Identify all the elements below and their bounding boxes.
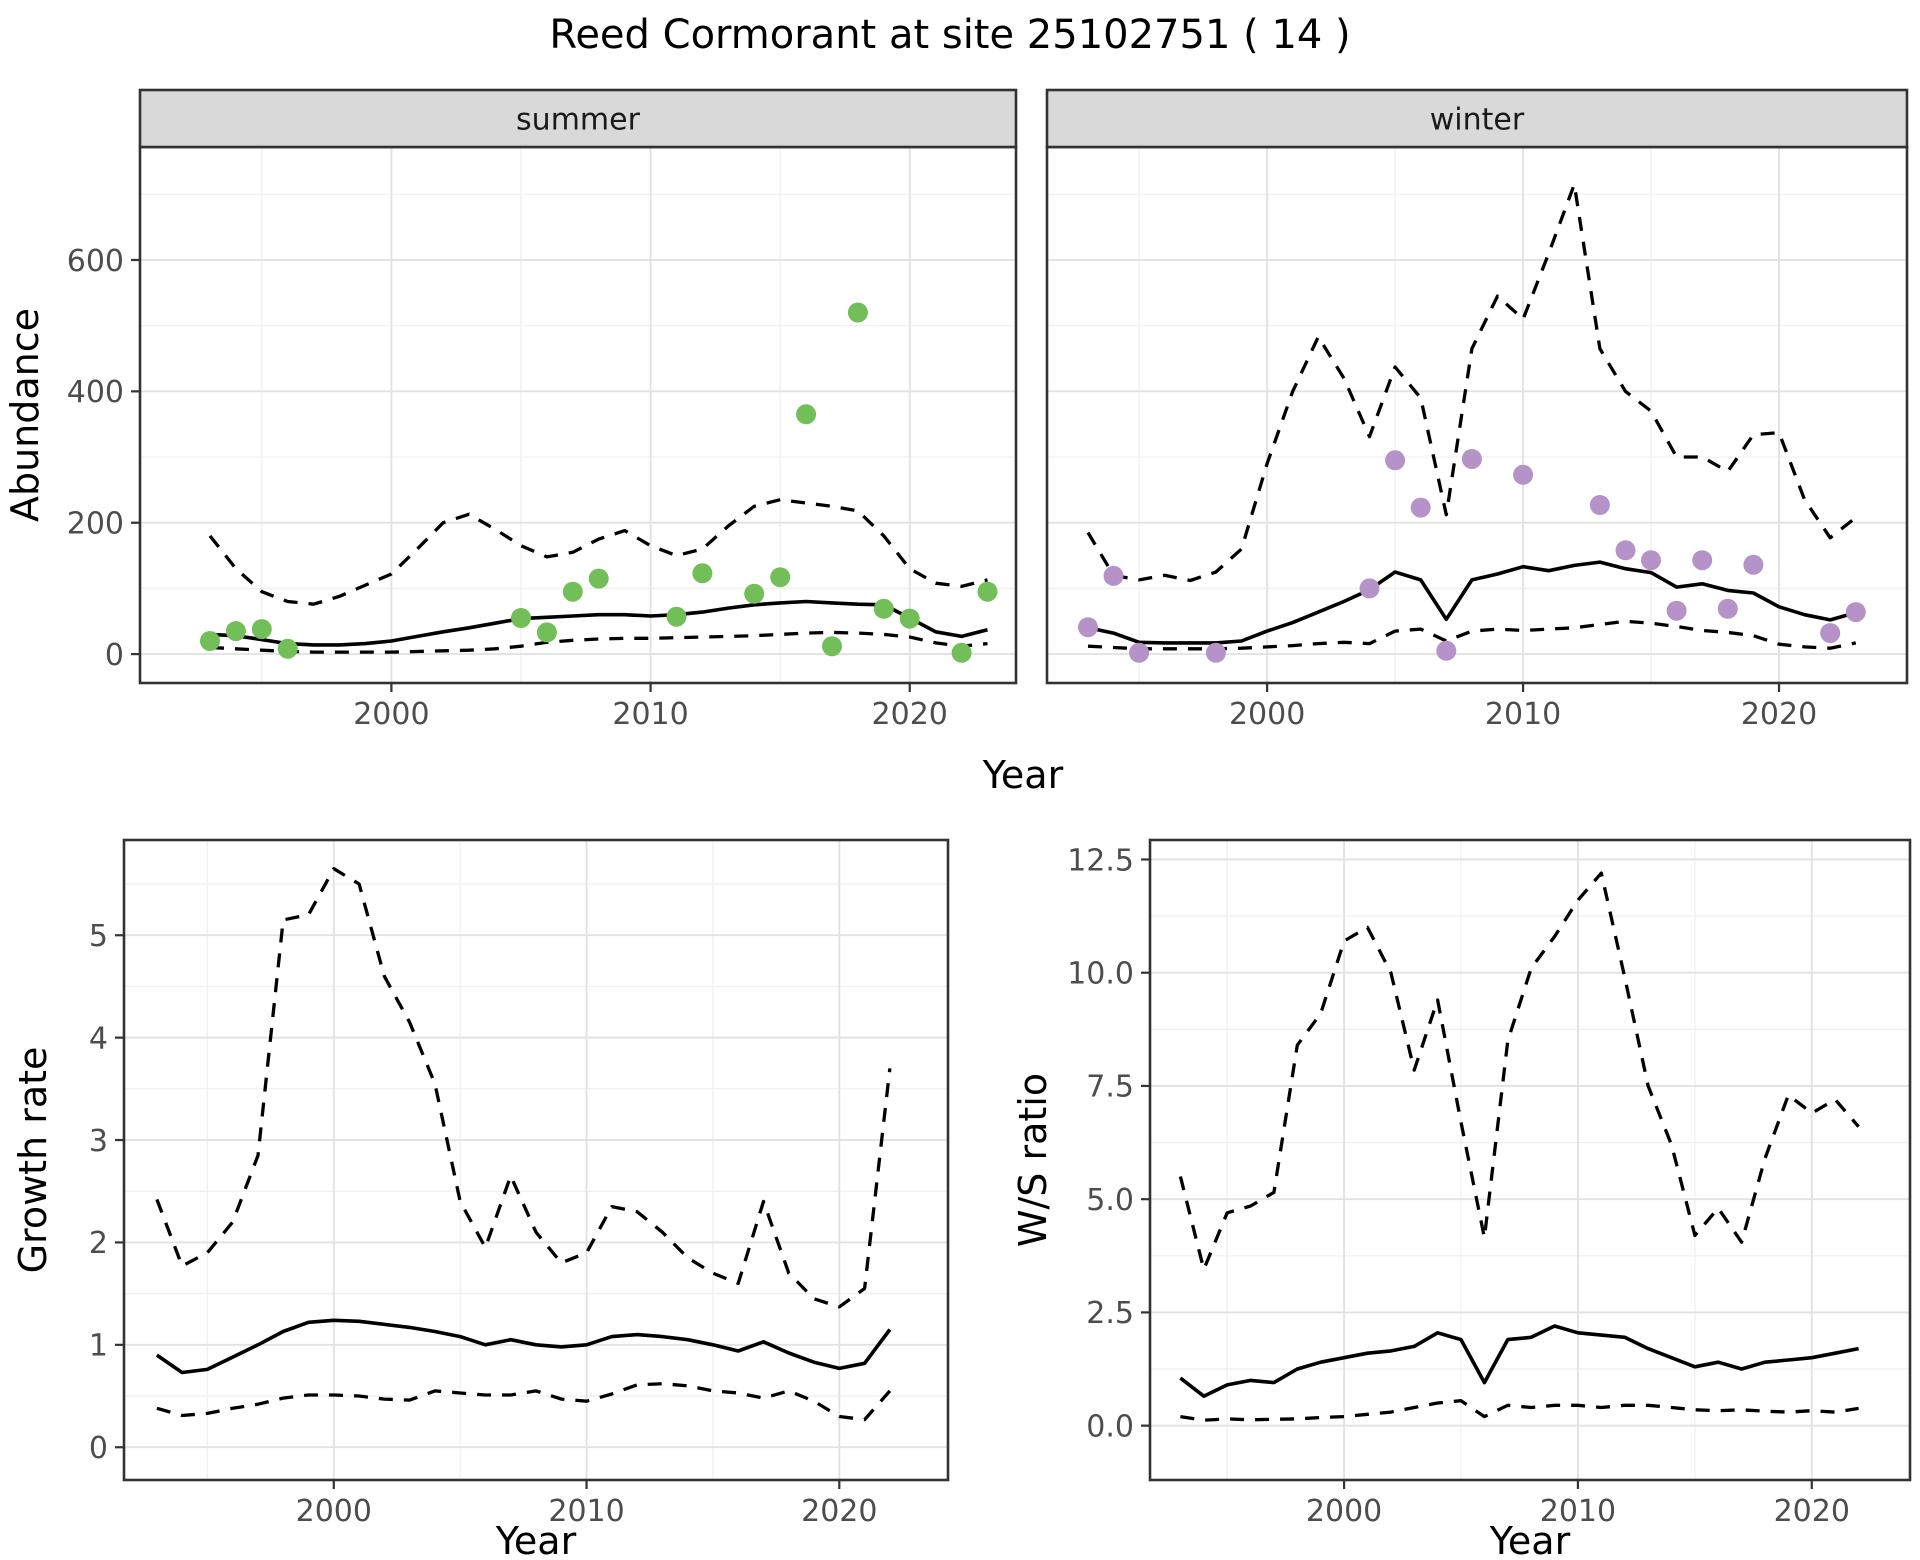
data-point — [200, 631, 220, 651]
data-point — [847, 302, 868, 323]
data-point — [1589, 495, 1610, 515]
y-axis-tick-label: 3 — [89, 1124, 108, 1159]
data-point — [588, 568, 609, 589]
y-axis-tick-label: 200 — [67, 507, 124, 542]
data-point — [666, 606, 687, 627]
data-point — [1820, 623, 1841, 644]
x-axis-tick-label: 2020 — [1741, 697, 1817, 732]
x-axis-tick-label: 2000 — [1229, 697, 1305, 732]
data-point — [951, 642, 972, 663]
data-point — [562, 581, 583, 602]
data-point — [1129, 642, 1150, 663]
data-point — [1666, 600, 1687, 621]
median-line — [209, 599, 988, 647]
x-axis-tick-label: 2010 — [1485, 697, 1561, 732]
panel-background — [1047, 147, 1907, 683]
data-point — [796, 404, 817, 425]
x-axis-tick-label: 2010 — [548, 1494, 624, 1529]
data-point — [1743, 554, 1764, 575]
y-axis-tick-label: 7.5 — [1086, 1070, 1134, 1105]
median-line — [155, 1318, 892, 1375]
panel-background — [124, 840, 948, 1480]
y-axis-tick-label: 2.5 — [1086, 1296, 1134, 1331]
data-point — [277, 638, 298, 659]
x-axis-tick-label: 2010 — [612, 697, 688, 732]
data-point — [977, 581, 998, 602]
data-point — [1385, 450, 1406, 471]
data-point — [1410, 497, 1431, 518]
axis-title: Year — [982, 753, 1064, 797]
data-point — [822, 636, 842, 657]
data-point — [1359, 578, 1380, 599]
x-axis-tick-label: 2020 — [1774, 1494, 1850, 1529]
data-point — [744, 583, 765, 604]
x-axis-tick-label: 2000 — [296, 1494, 372, 1529]
x-axis-tick-label: 2020 — [872, 697, 948, 732]
x-axis-tick-label: 2010 — [1540, 1494, 1616, 1529]
facet-strip-label: winter — [1430, 102, 1525, 137]
y-axis-tick-label: 2 — [89, 1226, 108, 1261]
data-point — [899, 608, 920, 629]
facet-strip-label: summer — [516, 102, 641, 137]
data-point — [1717, 598, 1738, 619]
x-axis-tick-label: 2000 — [353, 697, 429, 732]
upper-ci-line — [208, 498, 988, 606]
upper-ci-line — [1086, 182, 1857, 583]
axis-title: Year — [1489, 1519, 1571, 1560]
data-point — [1615, 540, 1636, 561]
y-axis-tick-label: 0 — [89, 1431, 108, 1466]
figure-title: Reed Cormorant at site 25102751 ( 14 ) — [549, 12, 1351, 58]
data-point — [873, 598, 894, 619]
y-axis-tick-label: 5 — [89, 919, 108, 954]
lower-ci-line — [1180, 1399, 1859, 1422]
upper-ci-line — [155, 867, 892, 1309]
axis-title: Year — [495, 1519, 577, 1560]
y-axis-tick-label: 10.0 — [1067, 957, 1134, 992]
data-point — [1513, 464, 1534, 485]
panel-border — [122, 838, 950, 1482]
lower-ci-line — [209, 630, 988, 654]
y-axis-tick-label: 1 — [89, 1329, 108, 1364]
data-point — [1692, 550, 1713, 571]
x-axis-tick-label: 2000 — [1306, 1494, 1382, 1529]
y-axis-tick-label: 400 — [67, 375, 124, 410]
facet-strip — [1045, 88, 1909, 149]
data-point — [511, 608, 531, 628]
data-point — [1205, 642, 1226, 663]
data-point — [1436, 640, 1457, 661]
upper-ci-line — [1178, 871, 1860, 1272]
data-point — [1103, 565, 1124, 586]
y-axis-tick-label: 4 — [89, 1021, 108, 1056]
y-axis-tick-label: 0 — [105, 638, 124, 673]
data-point — [1078, 617, 1098, 638]
y-axis-tick-label: 0.0 — [1086, 1409, 1134, 1444]
panel-border — [1148, 838, 1912, 1482]
data-point — [692, 563, 713, 584]
axis-title: W/S ratio — [1011, 1073, 1055, 1247]
x-axis-tick-label: 2020 — [801, 1494, 877, 1529]
facet-strip — [138, 88, 1018, 149]
data-point — [251, 619, 272, 640]
data-point — [1845, 602, 1866, 623]
y-axis-tick-label: 12.5 — [1067, 843, 1134, 878]
data-point — [536, 622, 557, 643]
data-point — [770, 567, 791, 588]
axis-title: Growth rate — [11, 1047, 55, 1274]
median-line — [1179, 1324, 1859, 1398]
data-point — [1641, 550, 1661, 571]
y-axis-tick-label: 600 — [67, 244, 124, 279]
axis-title: Abundance — [3, 308, 47, 522]
y-axis-tick-label: 5.0 — [1086, 1183, 1134, 1218]
data-point — [1461, 449, 1482, 469]
panel-background — [1150, 840, 1910, 1480]
data-point — [225, 621, 246, 642]
